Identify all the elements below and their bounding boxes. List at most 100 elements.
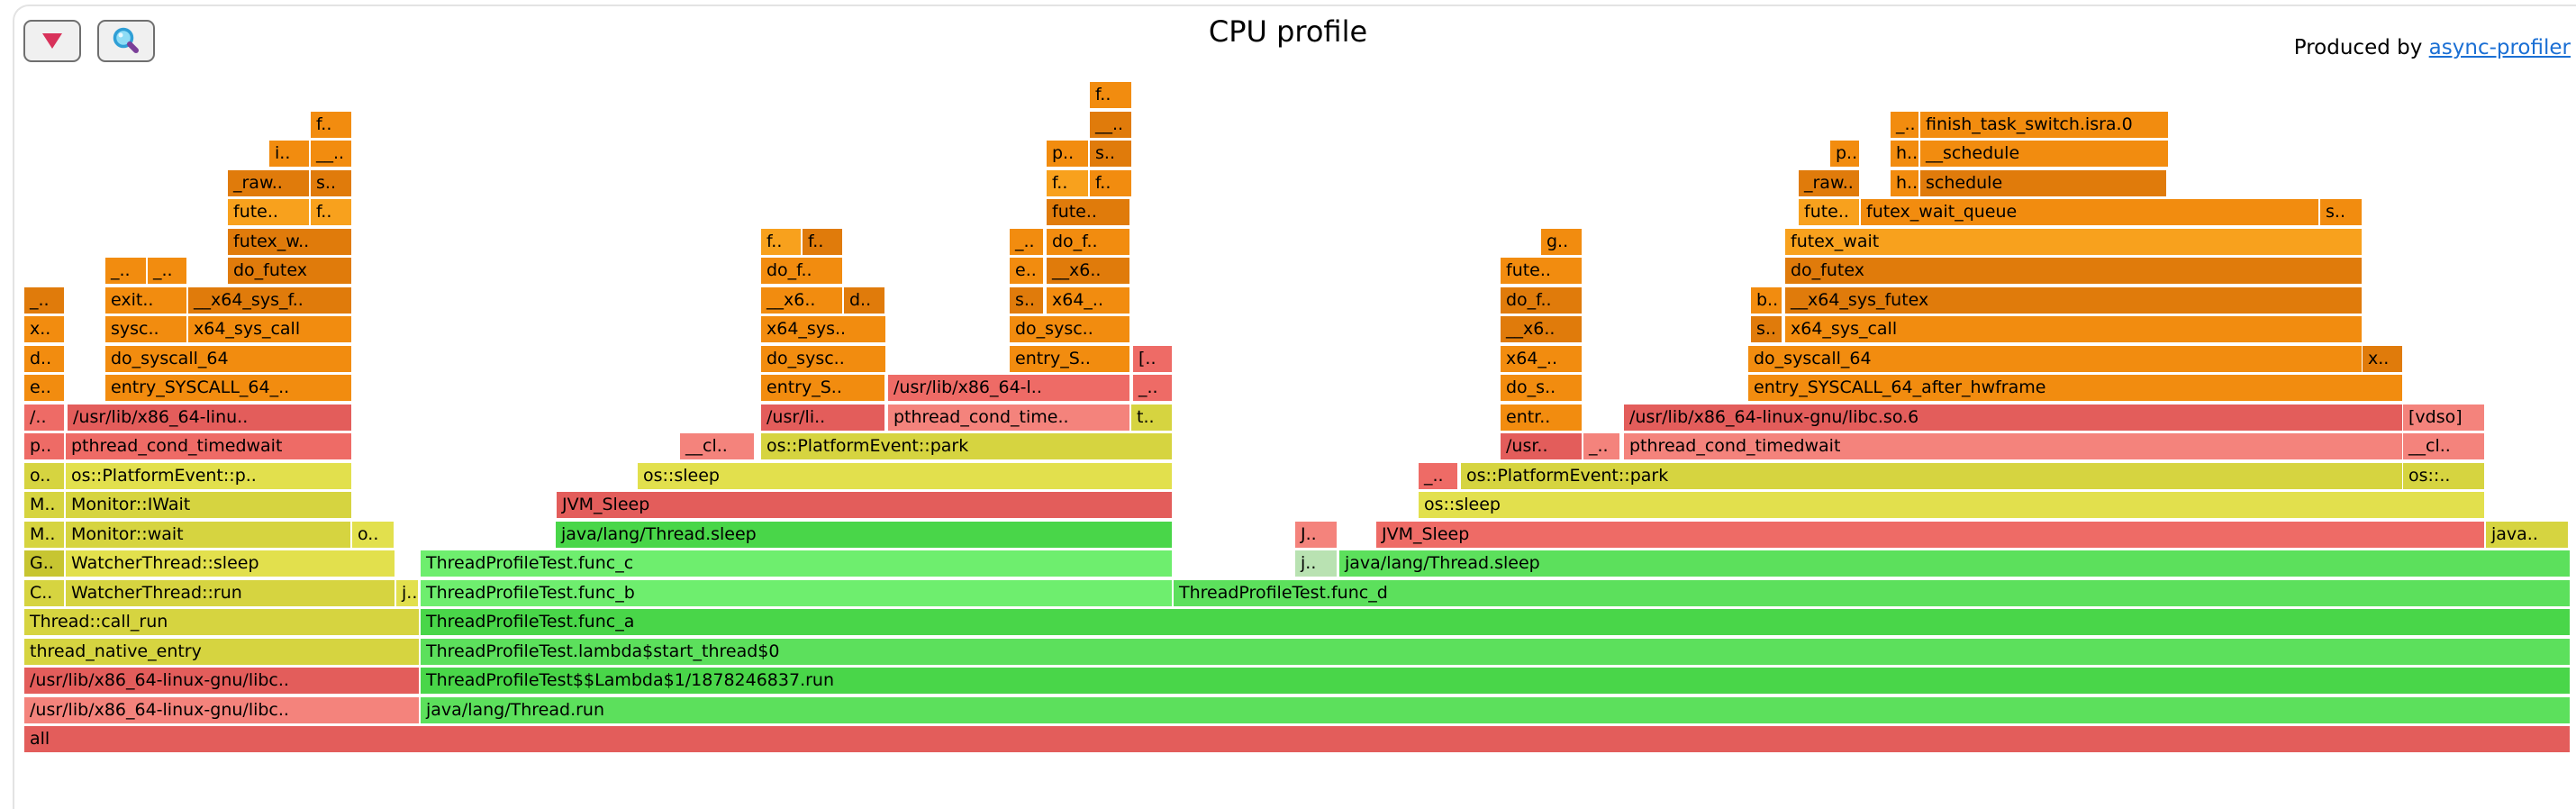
flame-frame[interactable]: JVM_Sleep [557,492,1172,518]
flame-frame[interactable]: /usr/li.. [761,404,884,431]
flame-frame[interactable]: os::.. [2403,462,2484,489]
flame-frame[interactable]: h.. [1891,169,1918,196]
flame-frame[interactable]: pthread_cond_timedwait [66,433,351,459]
flame-frame[interactable]: schedule [1920,169,2166,196]
flame-frame[interactable]: x64_.. [1501,345,1582,372]
flame-frame[interactable]: __cl.. [2403,433,2484,459]
flame-frame[interactable]: WatcherThread::run [66,579,395,606]
flame-frame[interactable]: java/lang/Thread.sleep [556,521,1172,548]
flame-frame[interactable]: __.. [311,141,351,167]
flame-frame[interactable]: f.. [1090,169,1131,196]
async-profiler-link[interactable]: async-profiler [2428,36,2571,59]
flame-frame[interactable]: finish_task_switch.isra.0 [1920,111,2168,138]
flame-frame[interactable]: all [24,726,2570,752]
flame-frame[interactable]: e.. [24,375,64,401]
flame-frame[interactable]: do_syscall_64 [1748,345,2362,372]
flame-frame[interactable]: ThreadProfileTest.func_d [1174,579,2570,606]
flame-frame[interactable]: ThreadProfileTest.func_a [421,609,2570,635]
flame-frame[interactable]: o.. [352,521,394,548]
flame-frame[interactable]: futex_w.. [228,228,351,255]
flame-frame[interactable]: do_sysc.. [1010,316,1129,342]
flame-frame[interactable]: f.. [1047,169,1088,196]
flame-frame[interactable]: _.. [1583,433,1619,459]
flame-frame[interactable]: ThreadProfileTest$$Lambda$1/1878246837.r… [421,668,2570,694]
flame-frame[interactable]: f.. [1090,82,1131,108]
flame-frame[interactable]: x64_sys_call [188,316,351,342]
flame-frame[interactable]: entr.. [1501,404,1582,431]
flame-frame[interactable]: /usr/lib/x86_64-linux-gnu/libc.. [24,668,419,694]
flame-frame[interactable]: sysc.. [105,316,186,342]
flame-frame[interactable]: x64_sys.. [761,316,885,342]
flame-frame[interactable]: /.. [24,404,64,431]
flame-frame[interactable]: os::sleep [1419,492,2484,518]
flame-frame[interactable]: C.. [24,579,64,606]
flame-frame[interactable]: _raw.. [1799,169,1859,196]
flame-frame[interactable]: entry_SYSCALL_64_after_hwframe [1748,375,2402,401]
flame-frame[interactable]: fute.. [1799,199,1859,225]
flame-frame[interactable]: /usr.. [1501,433,1582,459]
flame-frame[interactable]: __x6.. [761,286,842,314]
flame-frame[interactable]: G.. [24,550,64,577]
flame-frame[interactable]: b.. [1751,286,1782,314]
flame-frame[interactable]: p.. [24,433,64,459]
flame-frame[interactable]: g.. [1541,228,1582,255]
flame-frame[interactable]: p.. [1047,141,1088,167]
flame-frame[interactable]: x64_.. [1047,286,1129,314]
flame-frame[interactable]: _.. [24,286,64,314]
flame-frame[interactable]: [.. [1133,345,1172,372]
flame-frame[interactable]: os::PlatformEvent::park [1461,462,2402,489]
flame-frame[interactable]: java.. [2486,521,2568,548]
flame-frame[interactable]: f.. [311,199,351,225]
flame-frame[interactable]: Monitor::wait [66,521,350,548]
flame-frame[interactable]: /usr/lib/x86_64-linux-gnu/libc.so.6 [1624,404,2402,431]
flame-frame[interactable]: exit.. [105,286,186,314]
flame-frame[interactable]: os::sleep [638,462,1172,489]
flame-frame[interactable]: fute.. [1047,199,1129,225]
flame-frame[interactable]: o.. [24,462,64,489]
flame-frame[interactable]: ThreadProfileTest.lambda$start_thread$0 [421,638,2570,665]
flame-frame[interactable]: d.. [844,286,884,314]
flame-frame[interactable]: x.. [24,316,64,342]
flame-frame[interactable]: _.. [105,258,146,284]
flame-frame[interactable]: /usr/lib/x86_64-linu.. [68,404,351,431]
flame-frame[interactable]: pthread_cond_timedwait [1624,433,2402,459]
flame-frame[interactable]: f.. [803,228,842,255]
search-button[interactable] [97,20,155,62]
flame-frame[interactable]: Monitor::IWait [66,492,351,518]
flame-frame[interactable]: entry_S.. [1010,345,1129,372]
flame-frame[interactable]: ThreadProfileTest.func_b [421,579,1172,606]
flame-frame[interactable]: /usr/lib/x86_64-linux-gnu/libc.. [24,696,419,723]
flame-frame[interactable]: WatcherThread::sleep [66,550,395,577]
flame-frame[interactable]: do_futex [228,258,351,284]
flame-frame[interactable]: java/lang/Thread.run [421,696,2570,723]
flame-frame[interactable]: _.. [1010,228,1043,255]
flame-frame[interactable]: __x6.. [1501,316,1582,342]
flame-frame[interactable]: s.. [1751,316,1782,342]
flame-frame[interactable]: s.. [2320,199,2362,225]
flame-frame[interactable]: futex_wait_queue [1861,199,2318,225]
flame-frame[interactable]: thread_native_entry [24,638,419,665]
flame-frame[interactable]: JVM_Sleep [1376,521,2484,548]
flame-frame[interactable]: do_f.. [1047,228,1129,255]
flame-frame[interactable]: [vdso] [2403,404,2484,431]
flame-frame[interactable]: f.. [311,111,351,138]
flame-frame[interactable]: futex_wait [1785,228,2362,255]
flame-frame[interactable]: os::PlatformEvent::p.. [66,462,351,489]
flame-frame[interactable]: do_s.. [1501,375,1582,401]
flame-frame[interactable]: __x6.. [1047,258,1129,284]
flame-frame[interactable]: j.. [1295,550,1337,577]
flame-frame[interactable]: x.. [2363,345,2402,372]
flame-frame[interactable]: entry_S.. [761,375,884,401]
flame-frame[interactable]: J.. [1295,521,1337,548]
flame-frame[interactable]: x64_sys_call [1785,316,2362,342]
flame-frame[interactable]: j.. [396,579,418,606]
flame-frame[interactable]: __schedule [1920,141,2168,167]
collapse-button[interactable] [23,20,81,62]
flame-frame[interactable]: d.. [24,345,64,372]
flame-frame[interactable]: _.. [1891,111,1918,138]
flame-frame[interactable]: i.. [269,141,309,167]
flame-frame[interactable]: M.. [24,492,64,518]
flame-frame[interactable]: _.. [148,258,186,284]
flame-frame[interactable]: do_futex [1785,258,2362,284]
